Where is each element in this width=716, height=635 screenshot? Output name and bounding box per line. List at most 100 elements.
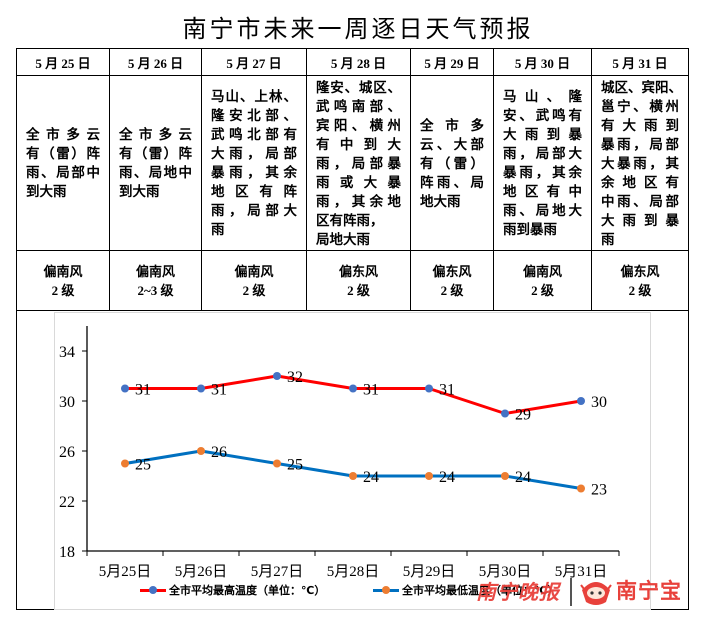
data-label: 31 <box>363 382 379 399</box>
wind-direction: 偏东风 <box>620 263 660 279</box>
data-label: 29 <box>515 407 531 424</box>
data-label: 26 <box>211 444 227 461</box>
forecast-line: 雨、局地大 <box>503 203 582 218</box>
wind-direction: 偏南风 <box>135 263 175 279</box>
legend-label: 全市平均最高温度（单位：℃） <box>169 584 326 597</box>
data-label: 24 <box>439 469 455 486</box>
x-tick-label: 5月25日 <box>99 564 152 580</box>
data-point-marker <box>577 484 585 493</box>
data-point-marker <box>349 472 357 480</box>
chart-area <box>54 312 651 610</box>
date-header-row: 5 月 25 日 5 月 26 日 5 月 27 日 5 月 28 日 5 月 … <box>16 48 689 76</box>
forecast-line: 中雨、局部 <box>601 193 679 209</box>
date-cell: 5 月 26 日 <box>109 48 202 76</box>
forecast-cell: 全市多云 有（雷）阵 雨、局部中 到大雨 <box>16 75 110 251</box>
forecast-line: 有（雷）阵 <box>26 146 100 161</box>
forecast-line: 隆安北部、 <box>211 108 297 123</box>
wind-cell: 偏南风 2 级 <box>201 250 307 311</box>
x-tick-label: 5月27日 <box>251 564 304 580</box>
data-label: 24 <box>363 469 379 486</box>
legend-label: 全市平均最低温度（单位：℃） <box>402 584 559 597</box>
data-label: 25 <box>287 457 303 474</box>
legend-line-marker-icon <box>373 585 399 594</box>
forecast-line: 宾阳、横州 <box>316 117 401 133</box>
y-tick-label: 18 <box>59 544 75 561</box>
newspaper-watermark: 南宁晚报 <box>476 579 560 604</box>
forecast-line: 有（雷）阵 <box>119 146 192 161</box>
forecast-line: 雨，局部暴 <box>316 155 401 171</box>
forecast-line: 地区有中 <box>503 184 582 199</box>
wind-direction: 偏东风 <box>432 263 472 279</box>
forecast-line: 全市多 <box>420 117 484 133</box>
series-line <box>124 449 582 490</box>
forecast-line: 武鸣南部、 <box>316 98 401 114</box>
x-tick-label: 5月26日 <box>175 564 228 580</box>
app-watermark: 南宁宝 <box>616 579 682 603</box>
legend-line-marker-icon <box>140 585 166 594</box>
data-label: 24 <box>515 469 531 486</box>
forecast-line: 雨、局地中 <box>119 165 192 180</box>
forecast-cell: 马山、隆 安、武鸣有 大雨到暴 雨，局部大 暴雨，其余 地区有中 雨、局地大 雨… <box>493 75 592 251</box>
forecast-row: 全市多云 有（雷）阵 雨、局部中 到大雨 全市多云 有（雷）阵 雨、局地中 到大… <box>16 75 689 251</box>
forecast-line: 云、大部 <box>420 136 484 152</box>
wind-level: 2~3 级 <box>137 282 174 298</box>
forecast-line: 安、武鸣有 <box>503 108 582 123</box>
y-tick-label: 22 <box>59 494 75 511</box>
forecast-line: 武鸣北部有 <box>211 127 297 142</box>
forecast-line: 雨 <box>601 231 615 247</box>
y-tick-label: 30 <box>59 394 75 411</box>
forecast-line: 雨或大暴 <box>316 174 401 190</box>
forecast-cell: 城区、宾阳、 邕宁、横州 有大雨到 暴雨，局部 大暴雨，其 余地区有 中雨、局部… <box>591 75 689 251</box>
data-label: 31 <box>135 382 151 399</box>
data-point-marker <box>197 384 205 393</box>
forecast-line: 到大雨 <box>119 184 160 199</box>
wind-cell: 偏南风 2 级 <box>493 250 592 311</box>
data-label: 31 <box>439 382 455 399</box>
forecast-line: 雨，局部大 <box>503 146 582 161</box>
forecast-line: 余地区有 <box>601 174 679 190</box>
forecast-line: 城区、宾阳、 <box>601 79 682 95</box>
wind-direction: 偏东风 <box>338 263 378 279</box>
mascot-icon <box>580 582 612 605</box>
forecast-line: 有大雨到 <box>601 117 679 133</box>
date-cell: 5 月 27 日 <box>201 48 307 76</box>
y-tick-label: 26 <box>59 444 75 461</box>
data-point-marker <box>273 459 281 468</box>
data-label: 23 <box>591 482 607 499</box>
wind-cell: 偏东风 2 级 <box>410 250 494 311</box>
forecast-line: 隆安、城区、 <box>316 79 401 95</box>
x-tick-label: 5月29日 <box>403 564 456 580</box>
forecast-line: 全市多云 <box>26 127 100 142</box>
forecast-line: 地大雨 <box>420 193 461 209</box>
data-point-marker <box>273 372 281 380</box>
date-cell: 5 月 31 日 <box>591 48 689 76</box>
wind-level: 2 级 <box>628 282 652 298</box>
wind-level: 2 级 <box>347 282 370 298</box>
wind-direction: 偏南风 <box>43 263 83 279</box>
date-cell: 5 月 29 日 <box>410 48 494 76</box>
forecast-cell: 全市多云 有（雷）阵 雨、局地中 到大雨 <box>109 75 202 251</box>
forecast-line: 马山、隆 <box>503 89 582 104</box>
forecast-line: 地区有阵 <box>211 184 297 199</box>
data-point-marker <box>349 384 357 393</box>
data-point-marker <box>425 384 433 393</box>
x-tick-label: 5月31日 <box>555 564 608 580</box>
forecast-line: 区有阵雨， <box>316 212 384 228</box>
forecast-line: 暴雨，其余 <box>503 165 582 180</box>
forecast-line: 雨，局部大 <box>211 203 297 218</box>
wind-level: 2 级 <box>440 282 464 298</box>
forecast-line: 雨到暴雨 <box>503 222 557 237</box>
wind-direction: 偏南风 <box>234 263 274 279</box>
data-label: 30 <box>591 394 607 411</box>
forecast-line: 局地大雨 <box>316 231 370 247</box>
data-label: 25 <box>135 457 151 474</box>
weekly-forecast-table: 5 月 25 日 5 月 26 日 5 月 27 日 5 月 28 日 5 月 … <box>16 48 689 610</box>
x-tick-label: 5月30日 <box>479 564 532 580</box>
data-point-marker <box>121 384 129 393</box>
date-cell: 5 月 25 日 <box>16 48 110 76</box>
forecast-line: 大雨到暴 <box>601 212 679 228</box>
forecast-line: 有中到大 <box>316 136 401 152</box>
series-line <box>125 374 582 415</box>
data-point-marker <box>197 447 205 455</box>
